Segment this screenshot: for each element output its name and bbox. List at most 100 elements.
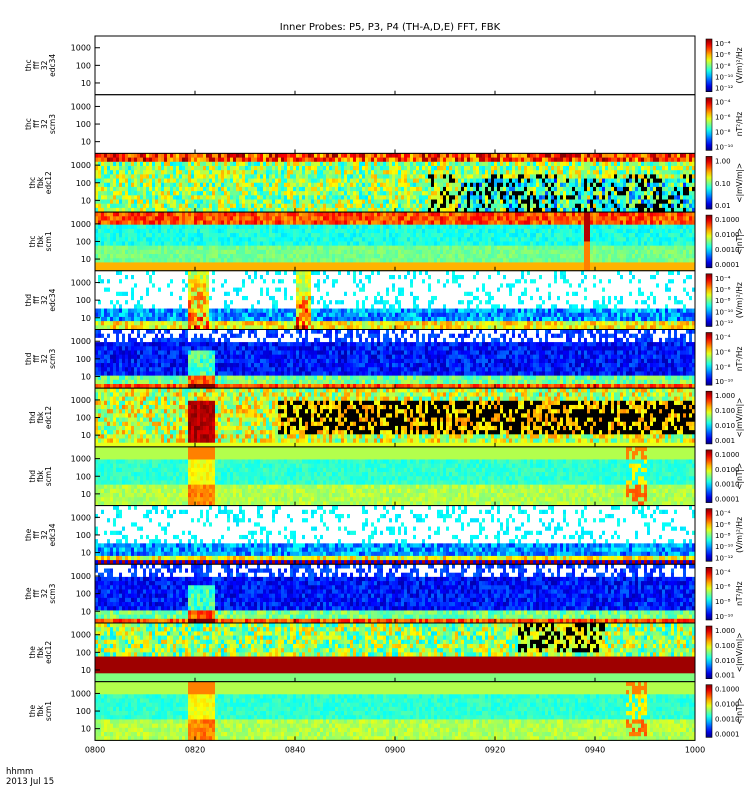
spectrogram-cell <box>674 204 677 209</box>
spectrogram-cell <box>473 153 476 158</box>
spectrogram-cell <box>530 229 533 234</box>
spectrogram-cell <box>305 187 308 192</box>
spectrogram-cell <box>365 166 368 171</box>
spectrogram-cell <box>173 220 176 225</box>
spectrogram-cell <box>527 262 530 267</box>
spectrogram-cell <box>455 237 458 242</box>
spectrogram-cell <box>170 187 173 192</box>
spectrogram-cell <box>125 174 128 179</box>
spectrogram-cell <box>191 195 194 200</box>
spectrogram-cell <box>473 237 476 242</box>
spectrogram-cell <box>653 170 656 175</box>
spectrogram-cell <box>662 200 665 205</box>
spectrogram-cell <box>389 174 392 179</box>
spectrogram-cell <box>395 162 398 167</box>
spectrogram-cell <box>254 174 257 179</box>
spectrogram-cell <box>407 233 410 238</box>
spectrogram-cell <box>146 258 149 263</box>
spectrogram-cell <box>368 166 371 171</box>
spectrogram-cell <box>119 212 122 217</box>
spectrogram-cell <box>512 162 515 167</box>
spectrogram-cell <box>233 246 236 251</box>
spectrogram-cell <box>206 246 209 251</box>
spectrogram-cell <box>257 195 260 200</box>
spectrogram-cell <box>485 237 488 242</box>
spectrogram-cell <box>635 158 638 163</box>
spectrogram-cell <box>311 170 314 175</box>
spectrogram-cell <box>110 229 113 234</box>
spectrogram-cell <box>383 158 386 163</box>
spectrogram-cell <box>401 174 404 179</box>
spectrogram-cell <box>389 187 392 192</box>
spectrogram-cell <box>350 179 353 184</box>
spectrogram-cell <box>626 187 629 192</box>
spectrogram-cell <box>308 246 311 251</box>
spectrogram-cell <box>641 200 644 205</box>
spectrogram-cell <box>218 250 221 255</box>
spectrogram-cell <box>482 153 485 158</box>
spectrogram-cell <box>515 220 518 225</box>
spectrogram-cell <box>365 158 368 163</box>
spectrogram-cell <box>239 200 242 205</box>
spectrogram-cell <box>224 241 227 246</box>
spectrogram-cell <box>653 158 656 163</box>
spectrogram-cell <box>515 187 518 192</box>
spectrogram-cell <box>299 237 302 242</box>
spectrogram-cell <box>182 233 185 238</box>
spectrogram-cell <box>302 174 305 179</box>
spectrogram-cell <box>662 158 665 163</box>
spectrogram-cell <box>524 225 527 230</box>
spectrogram-cell <box>365 254 368 259</box>
spectrogram-cell <box>464 216 467 221</box>
spectrogram-cell <box>341 174 344 179</box>
spectrogram-cell <box>173 179 176 184</box>
spectrogram-cell <box>344 204 347 209</box>
spectrogram-cell <box>212 216 215 221</box>
spectrogram-cell <box>260 200 263 205</box>
spectrogram-cell <box>206 162 209 167</box>
spectrogram-cell <box>224 216 227 221</box>
spectrogram-cell <box>215 229 218 234</box>
spectrogram-cell <box>299 229 302 234</box>
spectrogram-cell <box>239 254 242 259</box>
spectrogram-cell <box>473 220 476 225</box>
spectrogram-cell <box>359 250 362 255</box>
spectrogram-cell <box>431 166 434 171</box>
spectrogram-cell <box>167 153 170 158</box>
spectrogram-cell <box>485 179 488 184</box>
spectrogram-cell <box>209 179 212 184</box>
spectrogram-cell <box>431 174 434 179</box>
spectrogram-cell <box>266 170 269 175</box>
spectrogram-cell <box>140 262 143 267</box>
spectrogram-cell <box>371 250 374 255</box>
spectrogram-cell <box>302 262 305 267</box>
spectrogram-cell <box>326 262 329 267</box>
spectrogram-cell <box>434 241 437 246</box>
spectrogram-cell <box>119 237 122 242</box>
spectrogram-cell <box>440 191 443 196</box>
spectrogram-cell <box>284 187 287 192</box>
spectrogram-cell <box>542 225 545 230</box>
spectrogram-cell <box>254 153 257 158</box>
spectrogram-cell <box>326 204 329 209</box>
spectrogram-cell <box>470 170 473 175</box>
spectrogram-cell <box>149 220 152 225</box>
spectrogram-cell <box>638 195 641 200</box>
spectrogram-cell <box>245 204 248 209</box>
spectrogram-cell <box>557 195 560 200</box>
spectrogram-cell <box>467 233 470 238</box>
spectrogram-cell <box>164 170 167 175</box>
spectrogram-cell <box>530 183 533 188</box>
spectrogram-cell <box>542 158 545 163</box>
spectrogram-cell <box>353 233 356 238</box>
spectrogram-cell <box>218 204 221 209</box>
spectrogram-cell <box>227 195 230 200</box>
spectrogram-cell <box>473 262 476 267</box>
spectrogram-cell <box>386 174 389 179</box>
spectrogram-cell <box>539 153 542 158</box>
spectrogram-cell <box>605 200 608 205</box>
spectrogram-cell <box>296 187 299 192</box>
spectrogram-cell <box>536 258 539 263</box>
spectrogram-cell <box>578 174 581 179</box>
spectrogram-cell <box>422 170 425 175</box>
